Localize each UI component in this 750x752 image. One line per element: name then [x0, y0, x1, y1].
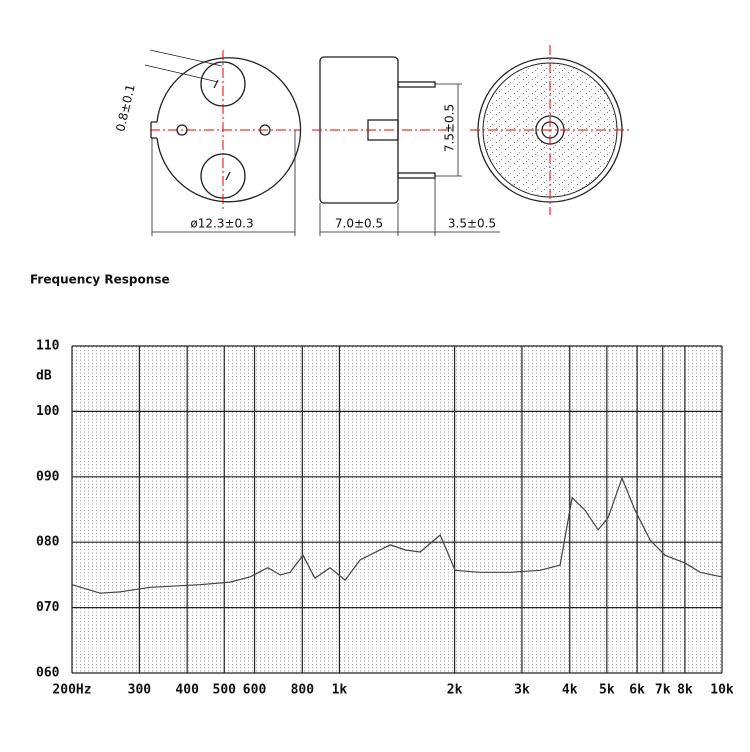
y-tick-label: 070 — [36, 600, 60, 615]
x-tick-label: 300 — [128, 683, 152, 698]
x-tick-label: 3k — [514, 683, 530, 698]
top-view: ø12.3±0.3 0.8±0.1 — [113, 49, 302, 236]
y-tick-label: 080 — [36, 535, 60, 550]
x-tick-label: 400 — [175, 683, 199, 698]
x-tick-label: 7k — [655, 683, 671, 698]
dimension-label: 0.8±0.1 — [113, 83, 137, 133]
y-tick-label: 100 — [36, 404, 60, 419]
dimension-label: ø12.3±0.3 — [190, 217, 253, 231]
response-line — [71, 476, 723, 594]
x-tick-label: 600 — [243, 683, 267, 698]
x-tick-label: 1k — [332, 683, 348, 698]
x-tick-label: 8k — [677, 683, 693, 698]
minor-grid — [72, 346, 722, 673]
y-tick-label: 060 — [36, 666, 60, 681]
y-tick-label: 110 — [36, 339, 60, 354]
x-tick-label: 5k — [599, 683, 615, 698]
plot: 060 070 080 090 100 110 200Hz 300 400 500 600 800 1k… — [36, 339, 734, 698]
x-tick-label: 2k — [447, 683, 463, 698]
x-tick-label: 800 — [291, 683, 315, 698]
dimension-label: 7.5±0.5 — [443, 104, 457, 152]
y-axis-label: dB — [36, 369, 52, 384]
bottom-view — [470, 45, 630, 215]
y-tick-label: 090 — [36, 469, 60, 484]
x-tick-label: 6k — [629, 683, 645, 698]
x-tick-label: 4k — [562, 683, 578, 698]
x-tick-label: 200Hz — [52, 683, 91, 698]
x-tick-label: 10k — [710, 683, 734, 698]
x-tick-label: 500 — [213, 683, 237, 698]
chart-title: Frequency Response — [30, 273, 170, 287]
dimension-label: 7.0±0.5 — [335, 217, 383, 231]
side-view: 7.0±0.5 3.5±0.5 7.5±0.5 — [312, 56, 500, 236]
dimension-label: 3.5±0.5 — [448, 217, 496, 231]
